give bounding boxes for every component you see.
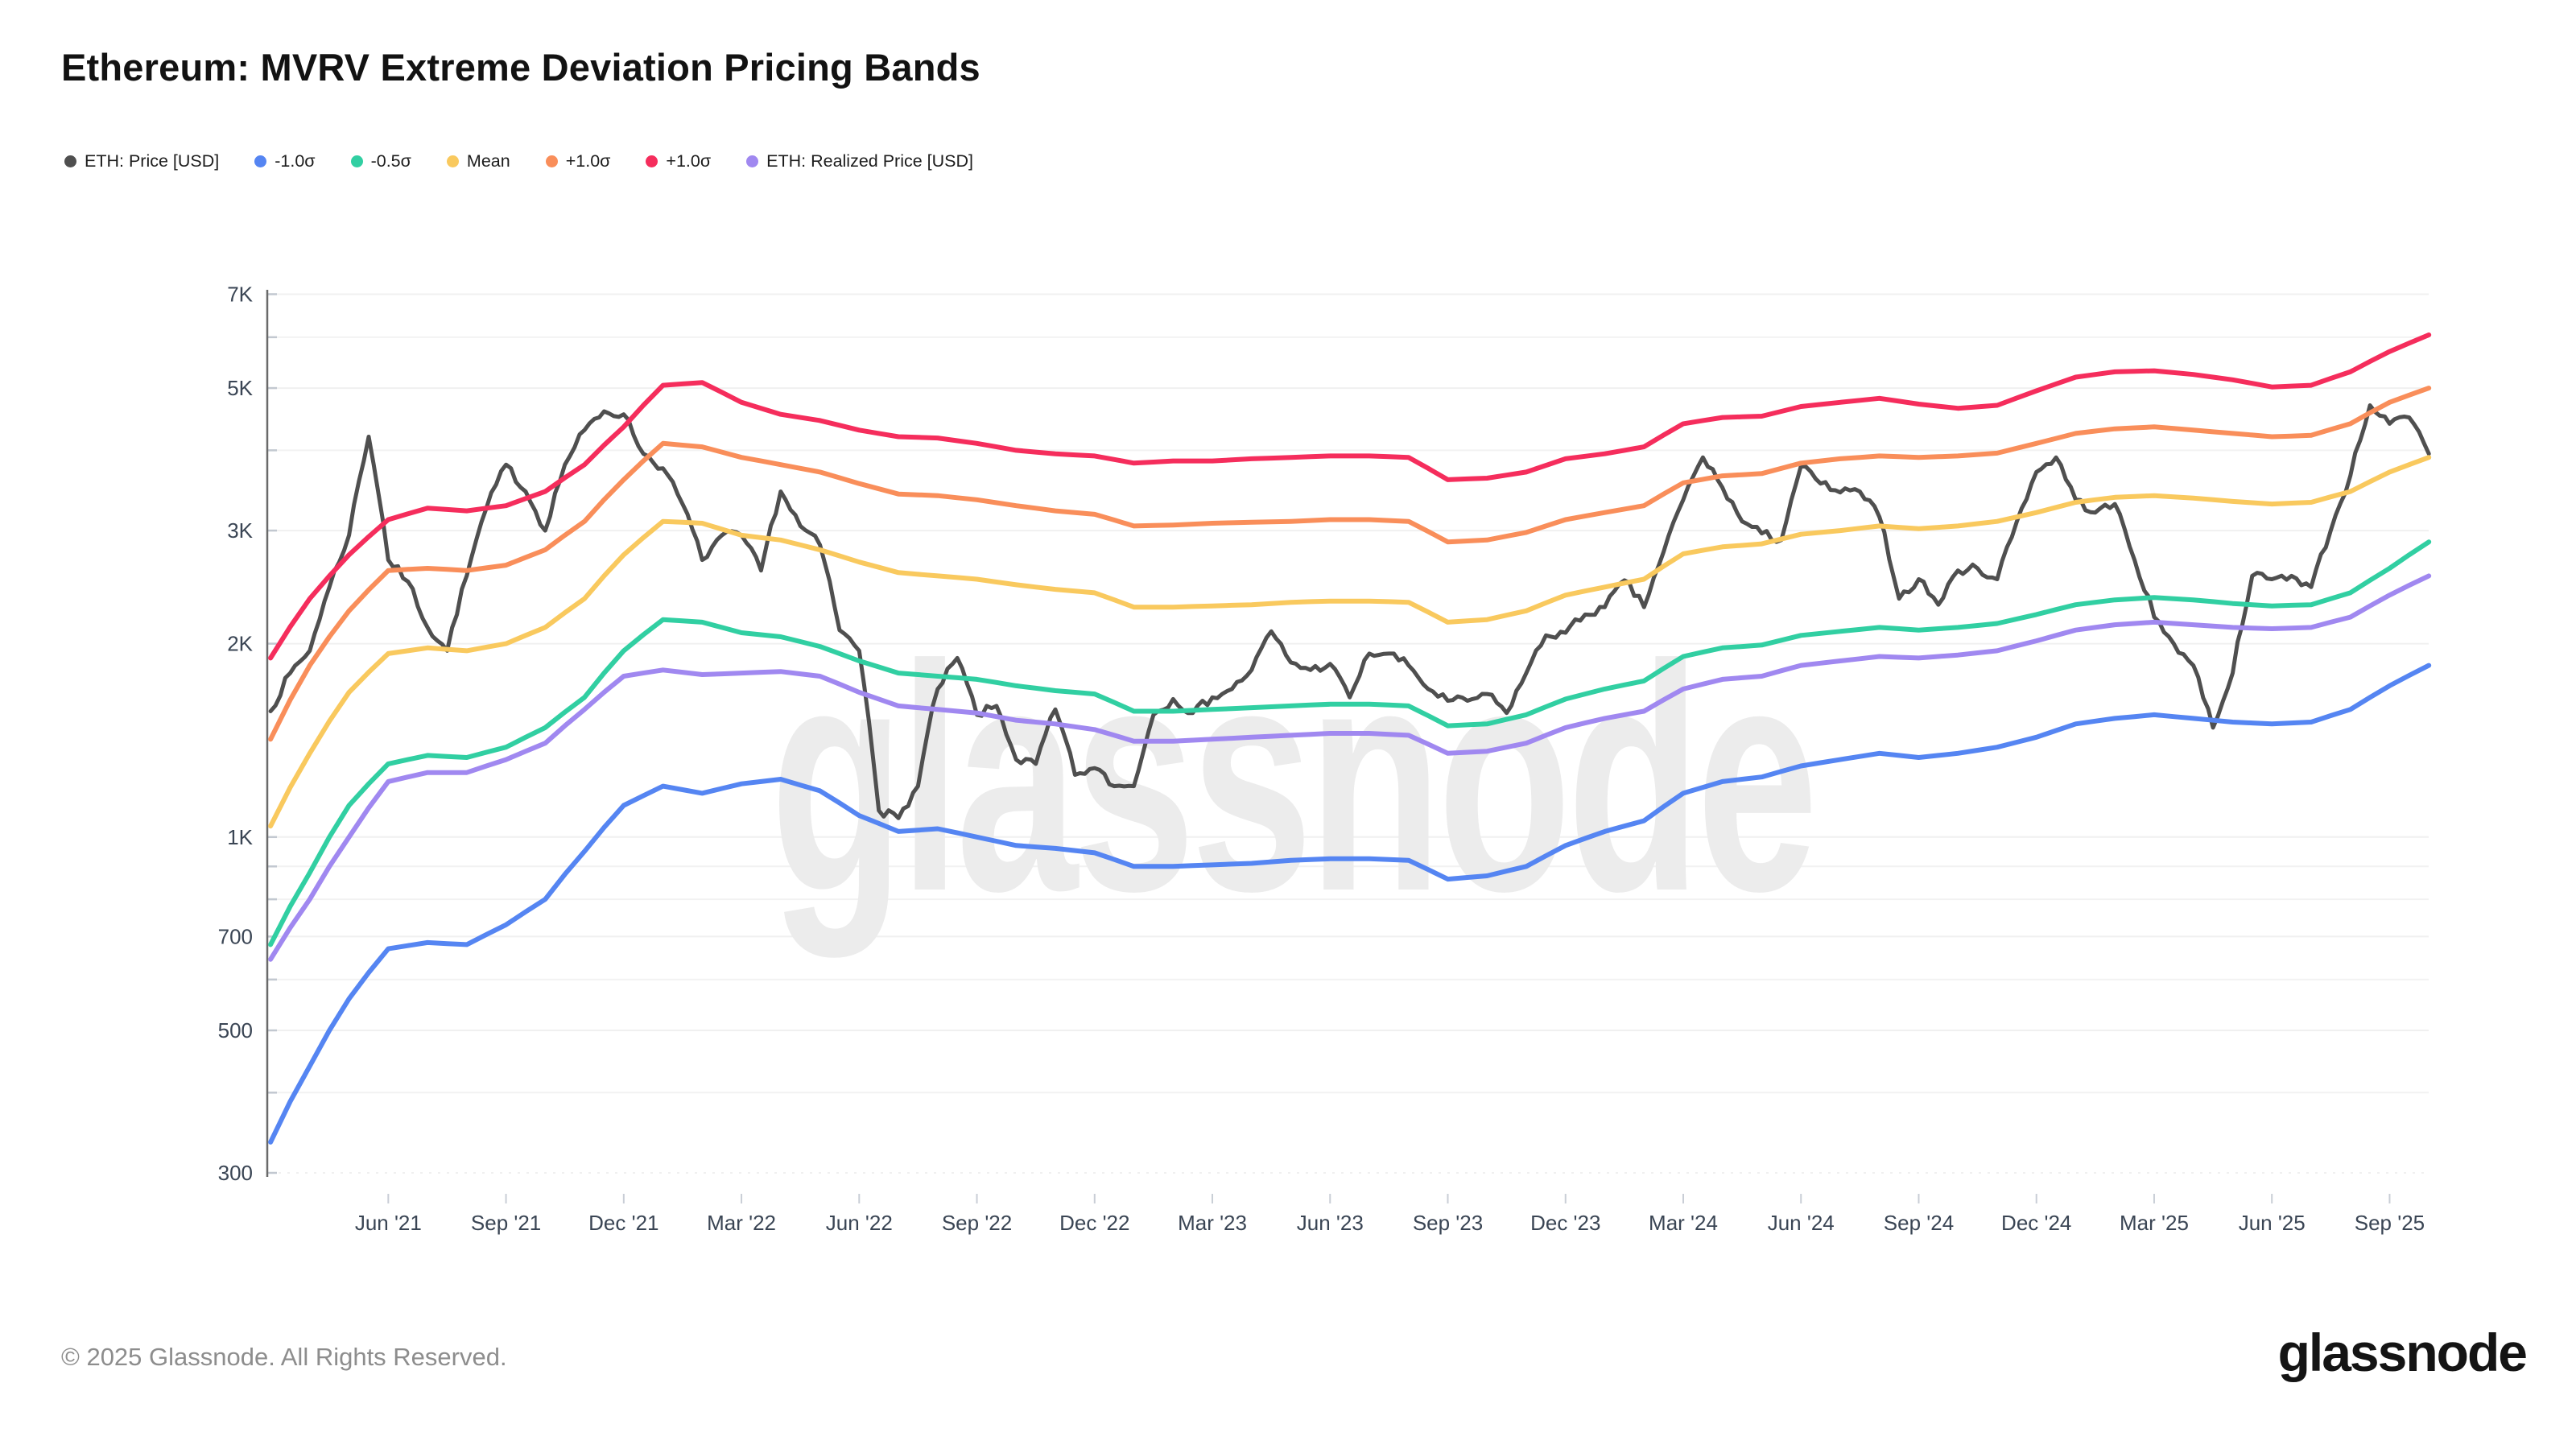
series-line-2 xyxy=(268,539,2432,947)
x-tick-label: Sep '22 xyxy=(942,1211,1012,1235)
x-tick-label: Jun '22 xyxy=(826,1211,893,1235)
x-tick-label: Sep '24 xyxy=(1884,1211,1954,1235)
legend-dot-icon xyxy=(350,155,363,167)
legend-item-1[interactable]: -1.0σ xyxy=(254,151,316,171)
legend-item-label: -0.5σ xyxy=(370,151,411,171)
legend-item-label: +1.0σ xyxy=(565,151,611,171)
legend-dot-icon xyxy=(64,155,76,167)
legend-dot-icon xyxy=(746,155,759,167)
series-line-3 xyxy=(268,455,2432,829)
x-tick-label: Jun '21 xyxy=(355,1211,422,1235)
legend-item-label: ETH: Realized Price [USD] xyxy=(766,151,974,171)
x-tick-label: Mar '25 xyxy=(2120,1211,2189,1235)
legend-item-3[interactable]: Mean xyxy=(446,151,510,171)
legend-item-label: ETH: Price [USD] xyxy=(85,151,220,171)
x-tick-label: Mar '23 xyxy=(1178,1211,1247,1235)
series-line-5 xyxy=(268,332,2432,661)
series-line-0 xyxy=(268,403,2431,820)
y-tick-label: 3K xyxy=(227,518,253,543)
x-tick-label: Jun '23 xyxy=(1297,1211,1364,1235)
legend-item-label: Mean xyxy=(466,151,510,171)
x-tick-label: Dec '21 xyxy=(588,1211,658,1235)
legend-item-2[interactable]: -0.5σ xyxy=(350,151,411,171)
legend: ETH: Price [USD] -1.0σ -0.5σ Mean +1.0σ +1.0σ… xyxy=(64,151,973,171)
glassnode-logo[interactable]: glassnode xyxy=(2277,1323,2528,1382)
legend-dot-icon xyxy=(646,155,658,167)
legend-dot-icon xyxy=(545,155,558,167)
legend-item-label: +1.0σ xyxy=(666,151,712,171)
y-tick-label: 2K xyxy=(227,632,253,656)
legend-dot-icon xyxy=(254,155,267,167)
x-tick-label: Dec '22 xyxy=(1059,1211,1129,1235)
legend-item-4[interactable]: +1.0σ xyxy=(545,151,611,171)
x-tick-label: Sep '21 xyxy=(471,1211,541,1235)
y-tick-label: 700 xyxy=(218,924,253,948)
legend-item-6[interactable]: ETH: Realized Price [USD] xyxy=(746,151,973,171)
x-tick-label: Sep '23 xyxy=(1413,1211,1483,1235)
legend-item-0[interactable]: ETH: Price [USD] xyxy=(64,151,219,171)
y-tick-label: 7K xyxy=(227,282,253,306)
series-line-1 xyxy=(268,663,2432,1145)
page-title: Ethereum: MVRV Extreme Deviation Pricing… xyxy=(61,46,980,89)
x-tick-label: Jun '25 xyxy=(2239,1211,2306,1235)
y-tick-label: 1K xyxy=(227,825,253,849)
y-tick-label: 5K xyxy=(227,376,253,400)
copyright-text: © 2025 Glassnode. All Rights Reserved. xyxy=(61,1343,507,1371)
x-tick-label: Sep '25 xyxy=(2355,1211,2425,1235)
x-tick-label: Mar '22 xyxy=(707,1211,776,1235)
glassnode-watermark: glassnode xyxy=(770,599,1814,960)
y-tick-label: 500 xyxy=(218,1018,253,1042)
series-line-6 xyxy=(268,573,2432,962)
x-tick-label: Dec '24 xyxy=(2001,1211,2071,1235)
x-tick-label: Jun '24 xyxy=(1768,1211,1835,1235)
series-line-4 xyxy=(268,386,2432,742)
legend-item-label: -1.0σ xyxy=(275,151,316,171)
y-tick-label: 300 xyxy=(218,1161,253,1185)
x-tick-label: Dec '23 xyxy=(1530,1211,1600,1235)
legend-dot-icon xyxy=(446,155,459,167)
legend-item-5[interactable]: +1.0σ xyxy=(646,151,711,171)
x-tick-label: Mar '24 xyxy=(1649,1211,1718,1235)
